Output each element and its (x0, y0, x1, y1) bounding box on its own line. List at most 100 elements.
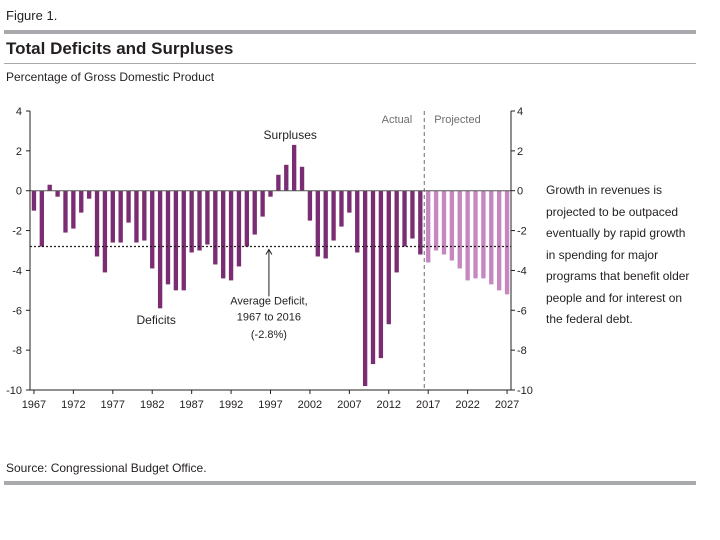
figure-label: Figure 1. (6, 8, 58, 23)
bar-actual (181, 190, 186, 291)
bar-actual (284, 164, 289, 191)
bar-actual (315, 190, 320, 257)
bar-actual (418, 190, 423, 255)
bar-actual (205, 190, 210, 245)
average-label-line3: (-2.8%) (251, 329, 287, 341)
y-tick-label-right: 4 (517, 106, 523, 118)
subtitle-rule (4, 63, 696, 64)
bar-actual (347, 190, 352, 213)
bar-projected (441, 190, 447, 255)
bar-actual (268, 190, 273, 197)
bar-actual (394, 190, 399, 273)
bar-projected (449, 190, 455, 261)
x-tick-label: 1997 (258, 399, 282, 411)
x-tick-label: 2027 (495, 399, 519, 411)
bar-projected (504, 190, 510, 295)
title-rule (4, 30, 696, 34)
bar-actual (31, 190, 37, 211)
bar-actual (39, 190, 44, 247)
bar-actual (71, 190, 76, 229)
x-tick-label: 1977 (101, 399, 125, 411)
y-tick-label-right: 2 (517, 146, 523, 158)
bar-actual (228, 190, 234, 281)
x-tick-label: 1967 (22, 399, 46, 411)
bar-actual (94, 190, 100, 257)
bar-actual (299, 166, 305, 191)
deficits-label: Deficits (136, 313, 175, 327)
bar-actual (260, 190, 265, 217)
bar-actual (291, 144, 297, 191)
bar-actual (63, 190, 68, 233)
bar-actual (386, 190, 391, 325)
bar-actual (47, 184, 52, 191)
bar-actual (157, 190, 163, 309)
bar-projected (489, 190, 494, 285)
bar-actual (126, 190, 131, 223)
x-tick-label: 2017 (416, 399, 440, 411)
y-tick-label-right: -10 (517, 385, 533, 397)
x-tick-label: 2022 (455, 399, 479, 411)
bar-actual (86, 190, 92, 199)
x-tick-label: 1982 (140, 399, 164, 411)
x-tick-label: 2012 (377, 399, 401, 411)
bar-actual (189, 190, 194, 253)
bar-actual (236, 190, 242, 267)
bar-actual (134, 190, 139, 243)
y-tick-label-left: -6 (12, 305, 22, 317)
bar-actual (55, 190, 60, 197)
chart-title: Total Deficits and Surpluses (6, 39, 234, 58)
bar-actual (307, 190, 313, 221)
bar-actual (402, 190, 407, 247)
y-tick-label-right: 0 (517, 186, 523, 198)
y-tick-label-right: -8 (517, 345, 527, 357)
average-label-line1: Average Deficit, (230, 295, 307, 307)
bar-actual (244, 190, 250, 247)
bar-actual (378, 190, 384, 359)
bar-actual (221, 190, 226, 279)
bar-actual (370, 190, 376, 365)
y-tick-label-left: -8 (12, 345, 22, 357)
bar-actual (213, 190, 218, 265)
bar-actual (252, 190, 257, 235)
bar-projected (426, 190, 431, 263)
chart-note: Growth in revenues is projected to be ou… (546, 183, 690, 326)
bar-actual (150, 190, 155, 269)
bar-actual (276, 174, 281, 191)
projected-label: Projected (434, 114, 480, 126)
bar-actual (110, 190, 115, 243)
footer-rule (4, 481, 696, 485)
x-tick-label: 2002 (298, 399, 322, 411)
bar-actual (331, 190, 336, 241)
bar-projected (433, 190, 439, 251)
x-tick-label: 1987 (179, 399, 203, 411)
bar-actual (118, 190, 123, 243)
bar-actual (323, 190, 328, 259)
y-tick-label-right: -6 (517, 305, 527, 317)
x-tick-label: 1992 (219, 399, 243, 411)
bar-projected (481, 190, 486, 279)
y-tick-label-left: -4 (12, 265, 22, 277)
bar-actual (142, 190, 147, 241)
bar-projected (497, 190, 502, 291)
x-tick-label: 2007 (337, 399, 361, 411)
y-tick-label-left: -10 (6, 385, 22, 397)
bar-actual (410, 190, 415, 239)
y-tick-label-left: 2 (16, 146, 22, 158)
source-note: Source: Congressional Budget Office. (6, 461, 207, 475)
bar-actual (362, 190, 368, 387)
actual-label: Actual (382, 114, 413, 126)
bar-actual (197, 190, 202, 251)
y-tick-label-left: -2 (12, 226, 22, 238)
y-tick-label-right: -2 (517, 226, 527, 238)
bar-actual (173, 190, 179, 291)
surpluses-label: Surpluses (264, 128, 317, 142)
bar-projected (457, 190, 462, 269)
bar-actual (339, 190, 344, 227)
y-tick-label-right: -4 (517, 265, 527, 277)
bar-actual (355, 190, 360, 253)
chart-subtitle: Percentage of Gross Domestic Product (6, 70, 215, 84)
average-arrow-head (265, 248, 273, 255)
y-tick-label-left: 0 (16, 186, 22, 198)
y-tick-label-left: 4 (16, 106, 22, 118)
